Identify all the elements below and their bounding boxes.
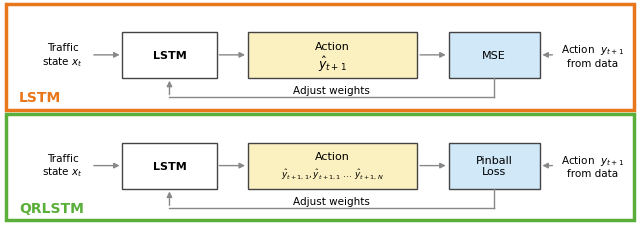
Text: MSE: MSE [482,51,506,61]
Text: Action  $y_{t+1}$
from data: Action $y_{t+1}$ from data [561,153,625,179]
FancyBboxPatch shape [6,4,634,110]
Text: Action  $y_{t+1}$
from data: Action $y_{t+1}$ from data [561,43,625,68]
FancyBboxPatch shape [248,143,417,189]
Text: Pinball
Loss: Pinball Loss [476,155,513,177]
Text: Action: Action [315,42,350,52]
Text: $\hat{y}_{t+1}$: $\hat{y}_{t+1}$ [318,55,347,74]
Text: Traffic
state $x_t$: Traffic state $x_t$ [42,43,83,68]
Text: LSTM: LSTM [152,51,186,61]
Text: $\hat{y}_{t+1,1}, \hat{y}_{t+1,1}$ ... $\hat{y}_{t+1,N}$: $\hat{y}_{t+1,1}, \hat{y}_{t+1,1}$ ... $… [281,166,384,181]
FancyBboxPatch shape [122,33,216,79]
FancyBboxPatch shape [449,33,540,79]
Text: LSTM: LSTM [152,161,186,171]
FancyBboxPatch shape [6,115,634,220]
Text: Adjust weights: Adjust weights [293,196,370,206]
Text: QRLSTM: QRLSTM [19,201,84,215]
FancyBboxPatch shape [122,143,216,189]
FancyBboxPatch shape [248,33,417,79]
FancyBboxPatch shape [449,143,540,189]
Text: Traffic
state $x_t$: Traffic state $x_t$ [42,153,83,179]
Text: LSTM: LSTM [19,91,61,105]
Text: Action: Action [315,151,350,161]
Text: Adjust weights: Adjust weights [293,86,370,95]
